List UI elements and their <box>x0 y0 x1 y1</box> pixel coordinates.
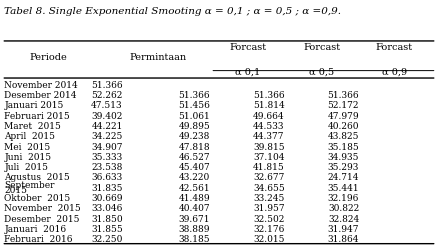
Text: Januari  2016: Januari 2016 <box>4 225 67 234</box>
Text: September: September <box>4 181 55 190</box>
Text: 31.864: 31.864 <box>328 235 359 244</box>
Text: 42.561: 42.561 <box>179 184 210 193</box>
Text: 30.822: 30.822 <box>328 204 359 214</box>
Text: 49.895: 49.895 <box>179 122 210 131</box>
Text: 38.889: 38.889 <box>179 225 210 234</box>
Text: Februari 2015: Februari 2015 <box>4 112 70 120</box>
Text: 31.850: 31.850 <box>91 215 123 224</box>
Text: 44.533: 44.533 <box>253 122 285 131</box>
Text: Forcast: Forcast <box>229 43 266 52</box>
Text: 41.489: 41.489 <box>179 194 210 203</box>
Text: Maret  2015: Maret 2015 <box>4 122 61 131</box>
Text: 51.061: 51.061 <box>179 112 210 120</box>
Text: Oktober  2015: Oktober 2015 <box>4 194 71 203</box>
Text: 47.818: 47.818 <box>179 142 210 152</box>
Text: 31.957: 31.957 <box>253 204 285 214</box>
Text: 47.979: 47.979 <box>328 112 359 120</box>
Text: Periode: Periode <box>29 53 67 62</box>
Text: Februari  2016: Februari 2016 <box>4 235 73 244</box>
Text: 35.333: 35.333 <box>92 153 123 162</box>
Text: 34.225: 34.225 <box>91 132 123 141</box>
Text: 31.835: 31.835 <box>91 184 123 193</box>
Text: 45.407: 45.407 <box>179 163 210 172</box>
Text: 49.664: 49.664 <box>253 112 285 120</box>
Text: 32.677: 32.677 <box>253 174 285 182</box>
Text: 39.815: 39.815 <box>253 142 285 152</box>
Text: 44.377: 44.377 <box>253 132 285 141</box>
Text: November  2015: November 2015 <box>4 204 81 214</box>
Text: Juli  2015: Juli 2015 <box>4 163 48 172</box>
Text: 51.814: 51.814 <box>253 101 285 110</box>
Text: Permintaan: Permintaan <box>129 53 186 62</box>
Text: 32.196: 32.196 <box>328 194 359 203</box>
Text: 34.907: 34.907 <box>91 142 123 152</box>
Text: Desember  2015: Desember 2015 <box>4 215 80 224</box>
Text: 23.538: 23.538 <box>91 163 123 172</box>
Text: 35.293: 35.293 <box>328 163 359 172</box>
Text: Desember 2014: Desember 2014 <box>4 91 77 100</box>
Text: 33.046: 33.046 <box>91 204 123 214</box>
Text: 34.935: 34.935 <box>328 153 359 162</box>
Text: 51.456: 51.456 <box>178 101 210 110</box>
Text: 35.185: 35.185 <box>328 142 359 152</box>
Text: Forcast: Forcast <box>376 43 413 52</box>
Text: 51.366: 51.366 <box>253 91 285 100</box>
Text: 43.220: 43.220 <box>179 174 210 182</box>
Text: April  2015: April 2015 <box>4 132 55 141</box>
Text: Januari 2015: Januari 2015 <box>4 101 64 110</box>
Text: 33.245: 33.245 <box>253 194 285 203</box>
Text: α 0,1: α 0,1 <box>235 68 260 77</box>
Text: 43.825: 43.825 <box>328 132 359 141</box>
Text: 34.655: 34.655 <box>253 184 285 193</box>
Text: 44.221: 44.221 <box>91 122 123 131</box>
Text: November 2014: November 2014 <box>4 81 78 90</box>
Text: Mei  2015: Mei 2015 <box>4 142 51 152</box>
Text: 40.260: 40.260 <box>328 122 359 131</box>
Text: α 0,5: α 0,5 <box>309 68 335 77</box>
Text: 41.815: 41.815 <box>253 163 285 172</box>
Text: 51.366: 51.366 <box>328 91 359 100</box>
Text: α 0,9: α 0,9 <box>381 68 407 77</box>
Text: 30.669: 30.669 <box>91 194 123 203</box>
Text: 39.671: 39.671 <box>179 215 210 224</box>
Text: 39.402: 39.402 <box>91 112 123 120</box>
Text: 32.250: 32.250 <box>91 235 123 244</box>
Text: 52.172: 52.172 <box>328 101 359 110</box>
Text: 31.855: 31.855 <box>91 225 123 234</box>
Text: 46.527: 46.527 <box>179 153 210 162</box>
Text: 2015: 2015 <box>4 186 28 195</box>
Text: 32.015: 32.015 <box>253 235 285 244</box>
Text: Agustus  2015: Agustus 2015 <box>4 174 70 182</box>
Text: 40.407: 40.407 <box>179 204 210 214</box>
Text: 47.513: 47.513 <box>91 101 123 110</box>
Text: 37.104: 37.104 <box>253 153 285 162</box>
Text: 32.176: 32.176 <box>253 225 285 234</box>
Text: 32.824: 32.824 <box>328 215 359 224</box>
Text: Juni  2015: Juni 2015 <box>4 153 52 162</box>
Text: 35.441: 35.441 <box>328 184 359 193</box>
Text: 51.366: 51.366 <box>91 81 123 90</box>
Text: 31.947: 31.947 <box>328 225 359 234</box>
Text: 24.714: 24.714 <box>328 174 359 182</box>
Text: 52.262: 52.262 <box>91 91 123 100</box>
Text: 32.502: 32.502 <box>253 215 285 224</box>
Text: Forcast: Forcast <box>304 43 340 52</box>
Text: Tabel 8. Single Exponential Smooting α = 0,1 ; α = 0,5 ; α =0,9.: Tabel 8. Single Exponential Smooting α =… <box>4 8 341 16</box>
Text: 49.238: 49.238 <box>179 132 210 141</box>
Text: 36.633: 36.633 <box>92 174 123 182</box>
Text: 51.366: 51.366 <box>179 91 210 100</box>
Text: 38.185: 38.185 <box>179 235 210 244</box>
